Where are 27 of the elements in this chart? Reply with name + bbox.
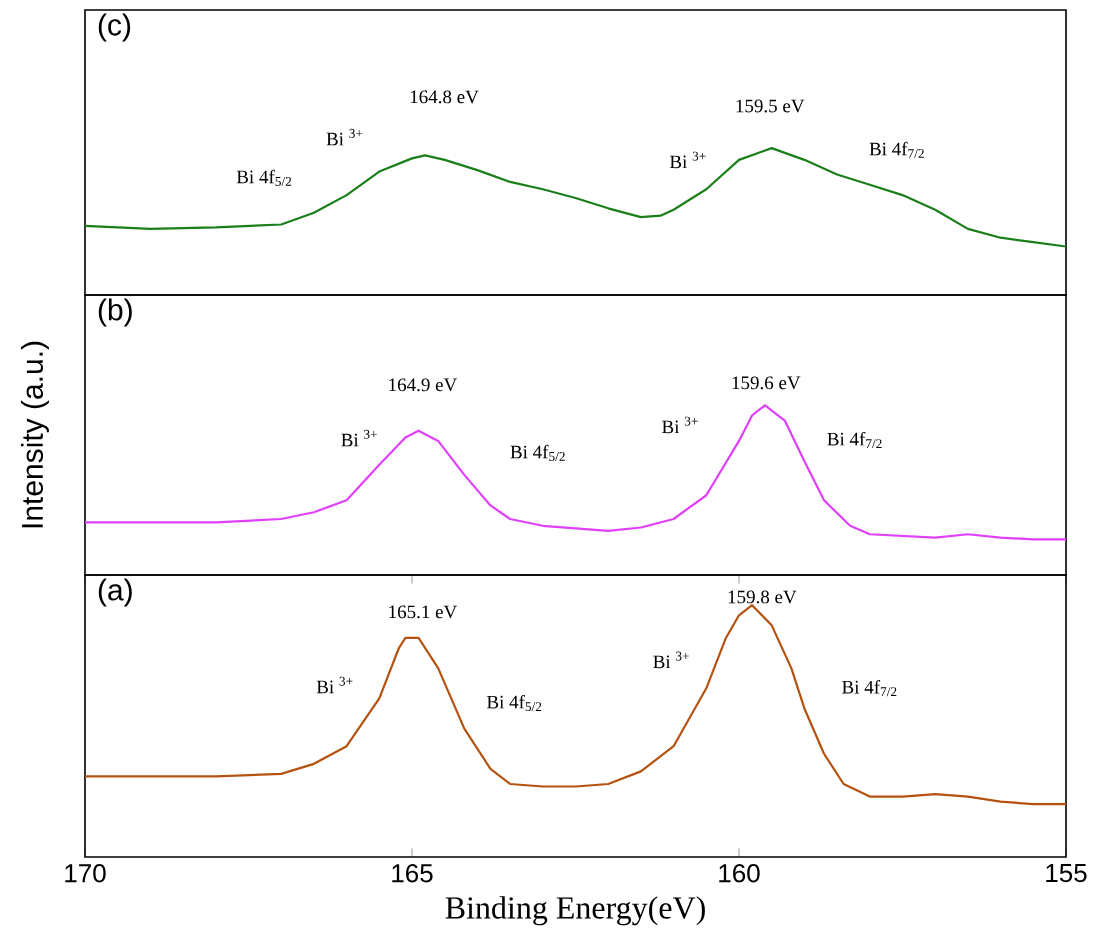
x-tick-label: 160 bbox=[719, 864, 760, 883]
annotation: Bi 4f$_{7/2}$ bbox=[842, 680, 897, 697]
annotation: Bi 4f$_{5/2}$ bbox=[510, 444, 565, 461]
annotation: 165.1 eV bbox=[389, 605, 458, 619]
x-tick-label: 155 bbox=[1046, 864, 1087, 883]
annotation: Bi 4f$_{5/2}$ bbox=[486, 694, 542, 712]
annotation: Bi $^{3+}$ bbox=[316, 676, 353, 694]
text: 159.8 eV bbox=[728, 590, 797, 604]
annotation: Bi 4f$_{7/2}$ bbox=[827, 431, 882, 449]
x-tick-label: 165 bbox=[392, 864, 433, 883]
text: 164.9 eV bbox=[389, 378, 458, 392]
text: 159.5 eV bbox=[736, 99, 805, 113]
chart-title: (a) bbox=[98, 578, 132, 607]
annotation: Bi $^{3+}$ bbox=[669, 151, 706, 169]
text: Bi $^{3+}$ bbox=[326, 128, 363, 146]
annotation: Bi 4f$_{7/2}$ bbox=[869, 141, 924, 158]
annotation: Bi $^{3+}$ bbox=[653, 651, 689, 669]
chart-title: (b) bbox=[98, 298, 132, 327]
annotation: Bi 4f$_{5/2}$ bbox=[236, 169, 292, 186]
x-tick-label: 170 bbox=[65, 864, 106, 883]
x-axis-title: Binding Energy(eV) bbox=[445, 896, 705, 926]
annotation: Bi $^{3+}$ bbox=[662, 416, 698, 434]
text: 164.8 eV bbox=[410, 90, 479, 104]
y-axis-title: Intensity (a.u.) bbox=[20, 341, 49, 528]
text: 159.6 eV bbox=[732, 376, 801, 390]
annotation: Bi $^{3+}$ bbox=[341, 429, 377, 447]
chart-title: (c) bbox=[98, 13, 131, 42]
